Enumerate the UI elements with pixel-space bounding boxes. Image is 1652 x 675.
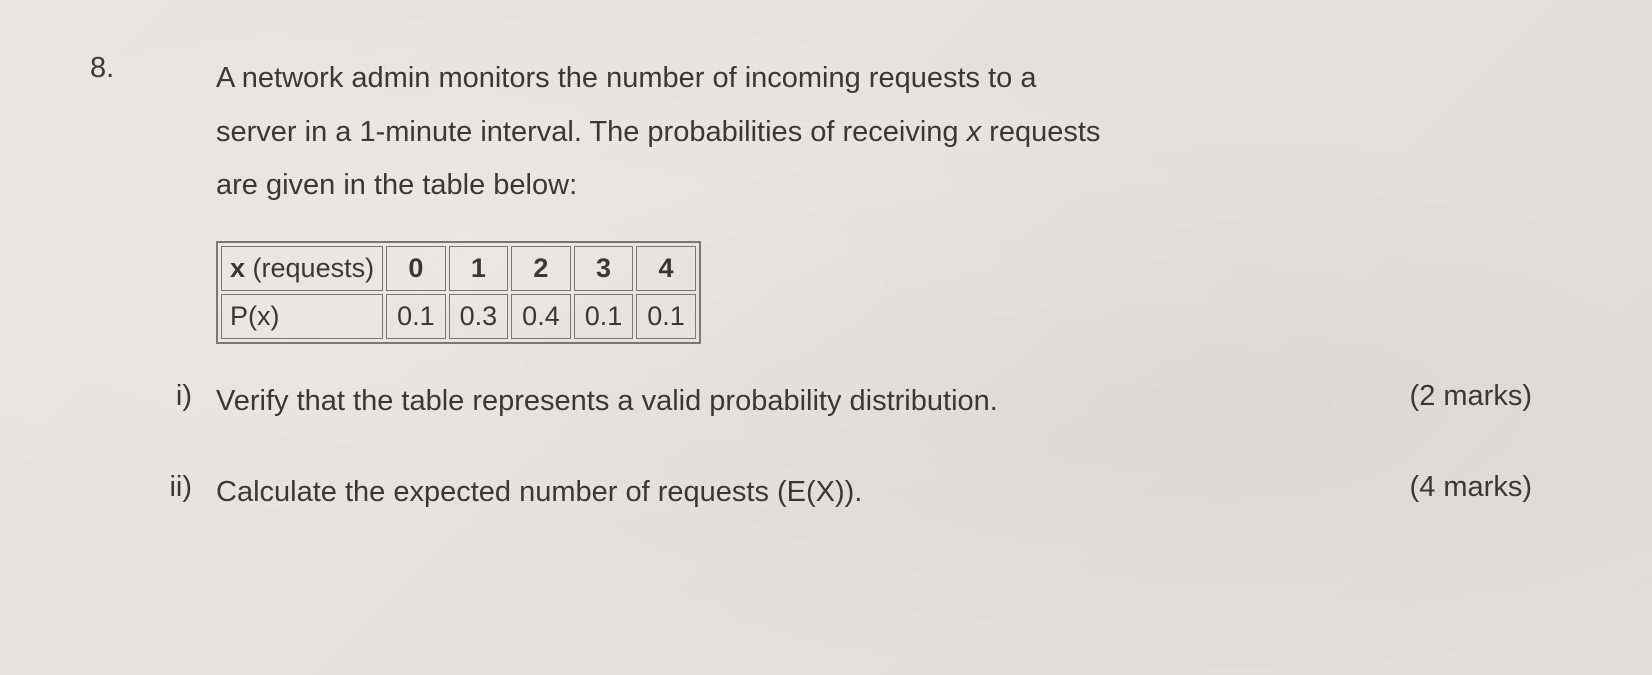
question-intro: A network admin monitors the number of i… [216, 52, 1216, 213]
table-cell: 0.3 [449, 294, 509, 339]
table-cell: 4 [636, 246, 696, 291]
question-number: 8. [90, 52, 114, 85]
table-cell: 0.1 [636, 294, 696, 339]
probability-table: x (requests) 0 1 2 3 4 P(x) 0.1 0.3 0.4 … [216, 241, 701, 344]
subpart-marks-ii: (4 marks) [1410, 471, 1532, 504]
intro-line-1: A network admin monitors the number of i… [216, 62, 1036, 94]
probability-table-wrap: x (requests) 0 1 2 3 4 P(x) 0.1 0.3 0.4 … [216, 241, 1572, 344]
subpart-label-ii: ii) [150, 471, 216, 504]
intro-variable-x: x [967, 116, 982, 148]
table-cell: 2 [511, 246, 571, 291]
subpart-text-i: Verify that the table represents a valid… [216, 380, 1370, 424]
table-cell: 0.4 [511, 294, 571, 339]
table-row: x (requests) 0 1 2 3 4 [221, 246, 696, 291]
subpart-text-ii: Calculate the expected number of request… [216, 471, 1370, 515]
subpart-label-i: i) [150, 380, 216, 413]
table-row: P(x) 0.1 0.3 0.4 0.1 0.1 [221, 294, 696, 339]
intro-line-2-suffix: requests [981, 116, 1100, 148]
intro-line-3: are given in the table below: [216, 169, 577, 201]
table-cell: 0.1 [574, 294, 634, 339]
subpart-ii: ii) Calculate the expected number of req… [150, 471, 1572, 515]
table-cell: 1 [449, 246, 509, 291]
table-header-x: x (requests) [221, 246, 383, 291]
table-cell: 0.1 [386, 294, 446, 339]
table-cell: 0 [386, 246, 446, 291]
table-cell: 3 [574, 246, 634, 291]
subpart-i: i) Verify that the table represents a va… [150, 380, 1572, 424]
table-header-px: P(x) [221, 294, 383, 339]
subpart-marks-i: (2 marks) [1410, 380, 1532, 413]
intro-line-2-prefix: server in a 1-minute interval. The proba… [216, 116, 967, 148]
